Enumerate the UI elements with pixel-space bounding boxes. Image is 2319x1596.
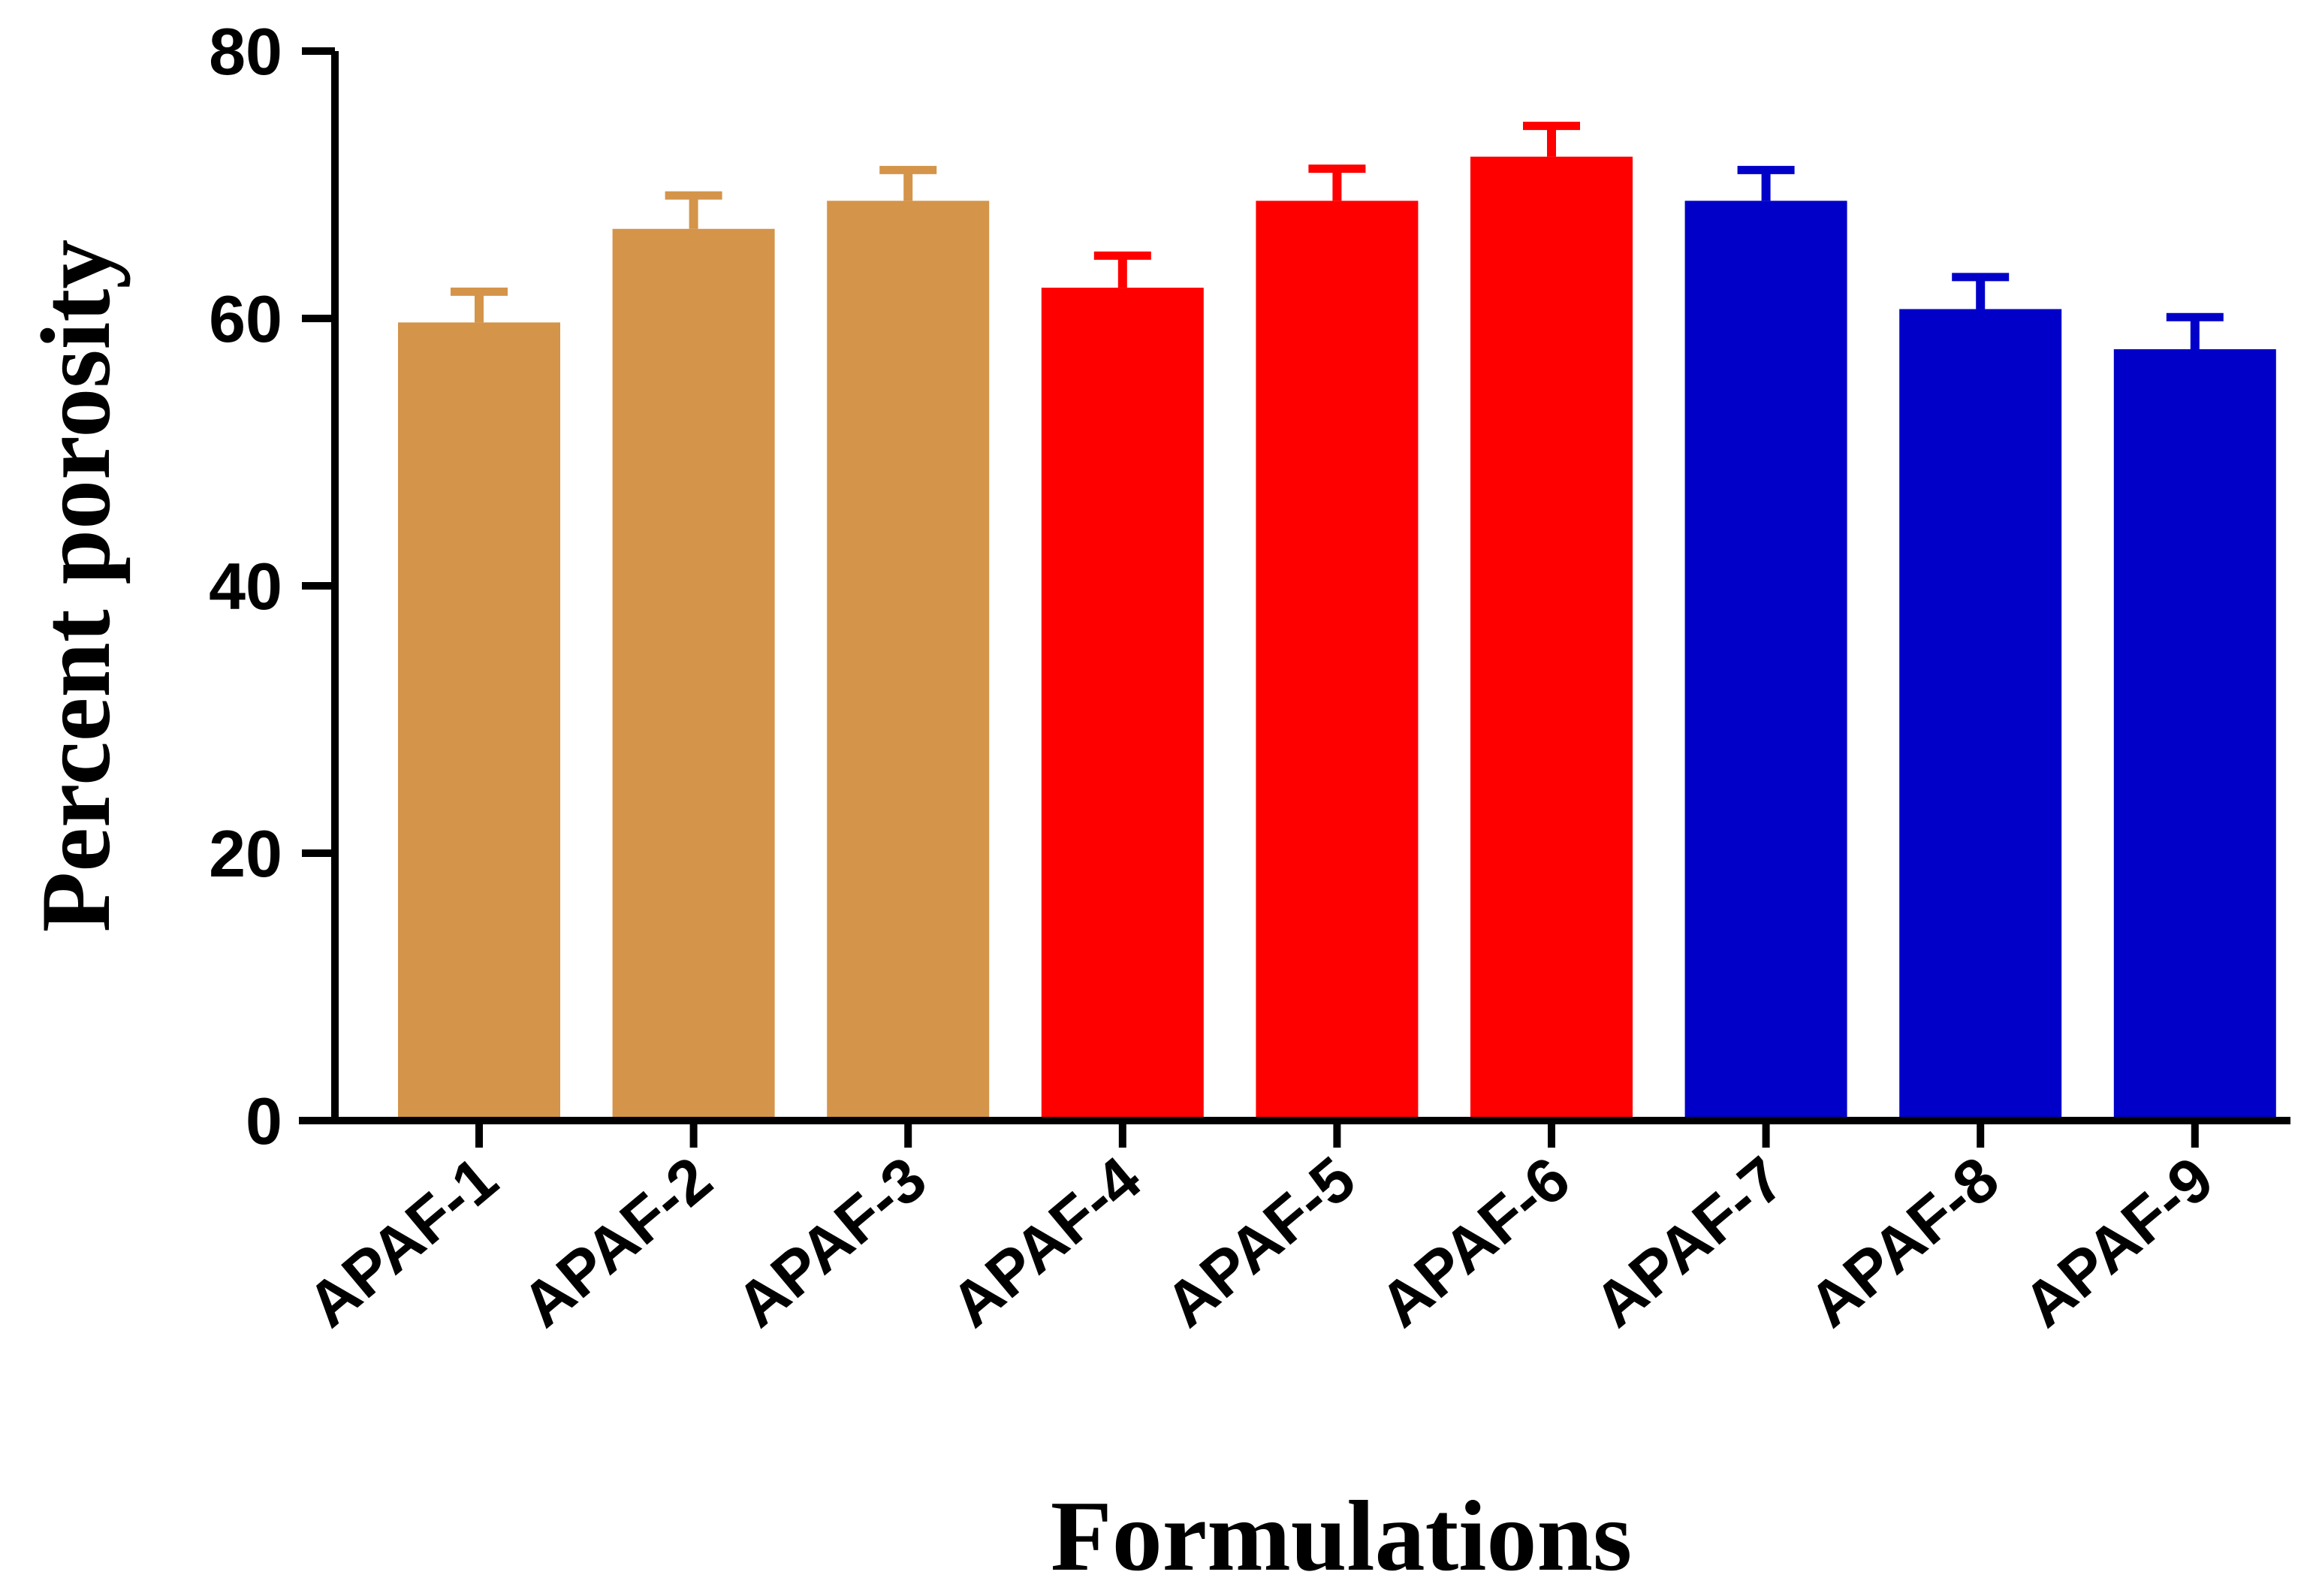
bar-apaf-6: [1470, 156, 1633, 1121]
y-tick-label: 20: [209, 816, 282, 891]
x-tick-label: APAF-7: [1581, 1143, 1797, 1341]
bar-apaf-9: [2113, 348, 2276, 1121]
x-tick-label: APAF-3: [723, 1143, 939, 1341]
bar-apaf-7: [1684, 201, 1847, 1121]
x-ticks-layer: APAF-1APAF-2APAF-3APAF-4APAF-5APAF-6APAF…: [294, 1121, 2226, 1341]
x-tick-label: APAF-6: [1367, 1143, 1583, 1341]
error-bars-layer: [451, 122, 2224, 349]
y-tick-label: 60: [209, 282, 282, 356]
bar-apaf-5: [1256, 201, 1419, 1121]
y-tick-label: 80: [209, 14, 282, 89]
x-tick-label: APAF-2: [508, 1143, 725, 1341]
x-tick-label: APAF-4: [937, 1143, 1153, 1341]
x-axis-title: Formulations: [1051, 1480, 1632, 1591]
bar-apaf-3: [827, 201, 990, 1121]
y-tick-label: 40: [209, 549, 282, 623]
bar-apaf-4: [1041, 288, 1204, 1121]
y-tick-label: 0: [246, 1084, 282, 1158]
x-tick-label: APAF-5: [1152, 1143, 1368, 1341]
y-ticks-layer: 0 20 40 60 80: [209, 14, 335, 1158]
x-tick-label: APAF-8: [1796, 1143, 2012, 1341]
bar-apaf-2: [612, 228, 775, 1121]
y-axis-title: Percent porosity: [20, 240, 131, 933]
x-tick-label: APAF-9: [2010, 1143, 2226, 1341]
bar-apaf-8: [1899, 309, 2062, 1121]
bars-layer: [398, 156, 2276, 1121]
x-tick-label: APAF-1: [294, 1143, 511, 1341]
bar-apaf-1: [398, 322, 560, 1121]
